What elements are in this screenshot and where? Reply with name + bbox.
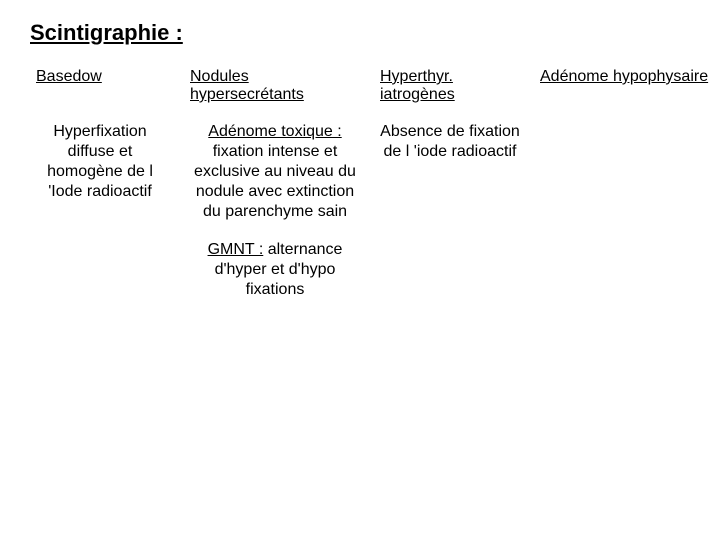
header-nodules: Nodules hypersecrétants xyxy=(190,68,360,104)
content-grid: Basedow Nodules hypersecrétants Hyperthy… xyxy=(30,68,690,300)
slide-title: Scintigraphie : xyxy=(30,20,690,46)
empty-cell xyxy=(30,240,170,300)
empty-cell xyxy=(380,240,520,300)
cell-gmnt-lead: GMNT : xyxy=(208,241,264,258)
cell-hypophysaire-desc xyxy=(540,122,710,222)
cell-adenome-toxique: Adénome toxique : fixation intense et ex… xyxy=(190,122,360,222)
cell-basedow-desc: Hyperfixation diffuse et homogène de l '… xyxy=(30,122,170,222)
slide-page: Scintigraphie : Basedow Nodules hypersec… xyxy=(0,0,720,320)
header-adenome-hypophysaire: Adénome hypophysaire xyxy=(540,68,710,104)
header-hyperthyr-iatrogenes: Hyperthyr. iatrogènes xyxy=(380,68,520,104)
empty-cell xyxy=(540,240,710,300)
cell-gmnt: GMNT : alternance d'hyper et d'hypo fixa… xyxy=(190,240,360,300)
cell-adenome-toxique-rest: fixation intense et exclusive au niveau … xyxy=(194,143,356,220)
cell-iatrogenes-desc: Absence de fixation de l 'iode radioacti… xyxy=(380,122,520,222)
header-basedow: Basedow xyxy=(30,68,170,104)
cell-adenome-toxique-lead: Adénome toxique : xyxy=(208,123,341,140)
